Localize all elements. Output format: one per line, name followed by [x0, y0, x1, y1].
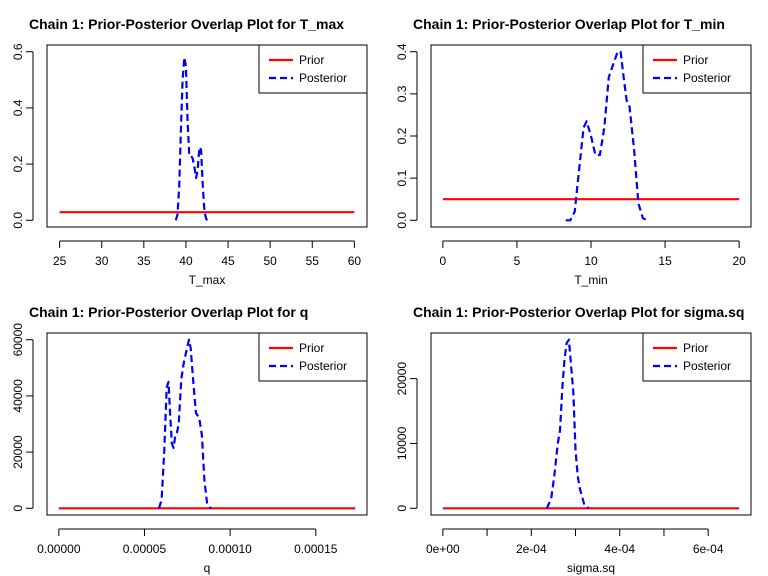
panel-title: Chain 1: Prior-Posterior Overlap Plot fo…: [413, 304, 744, 320]
y-tick-label: 0.4: [395, 43, 409, 60]
y-tick-label: 0.0: [395, 212, 409, 229]
x-tick-label: 45: [221, 254, 235, 268]
panel-4: Chain 1: Prior-Posterior Overlap Plot fo…: [395, 304, 752, 575]
x-tick-label: 10: [584, 254, 598, 268]
legend-box: [642, 44, 752, 94]
x-tick-label: 15: [658, 254, 672, 268]
y-tick-label: 60000: [11, 323, 25, 357]
y-tick-label: 0.6: [11, 43, 25, 60]
x-axis-label: T_min: [574, 273, 607, 287]
panel-2: Chain 1: Prior-Posterior Overlap Plot fo…: [395, 16, 752, 287]
y-tick-label: 10000: [395, 426, 409, 460]
x-tick-label: 60: [348, 254, 362, 268]
x-tick-label: 0.00005: [123, 542, 167, 556]
legend-box: [258, 332, 368, 382]
y-tick-label: 0: [395, 505, 409, 512]
legend-label-posterior: Posterior: [683, 71, 731, 85]
x-tick-label: 30: [95, 254, 109, 268]
x-tick-label: 35: [137, 254, 151, 268]
panel-title: Chain 1: Prior-Posterior Overlap Plot fo…: [29, 16, 344, 32]
x-tick-label: 5: [514, 254, 521, 268]
x-tick-label: 2e-04: [516, 542, 547, 556]
legend-label-posterior: Posterior: [299, 71, 347, 85]
panel-3: Chain 1: Prior-Posterior Overlap Plot fo…: [11, 304, 368, 575]
y-tick-label: 0.2: [395, 127, 409, 144]
x-tick-label: 50: [263, 254, 277, 268]
legend-label-prior: Prior: [299, 53, 324, 67]
x-axis-label: q: [204, 561, 211, 575]
legend-label-prior: Prior: [299, 341, 324, 355]
series-line-posterior: [174, 56, 209, 222]
x-tick-label: 6e-04: [693, 542, 724, 556]
y-tick-label: 0.0: [11, 212, 25, 229]
plot-frame: [430, 44, 752, 228]
plot-frame: [46, 44, 368, 228]
x-tick-label: 0e+00: [426, 542, 460, 556]
legend-label-posterior: Posterior: [299, 359, 347, 373]
x-tick-label: 40: [179, 254, 193, 268]
y-tick-label: 0.4: [11, 99, 25, 116]
plot-frame: [46, 332, 368, 516]
legend-box: [258, 44, 368, 94]
legend: Prior Posterior: [642, 44, 752, 94]
series-line-posterior: [157, 338, 212, 510]
x-tick-label: 55: [306, 254, 320, 268]
legend: Prior Posterior: [642, 332, 752, 382]
y-tick-label: 0.1: [395, 169, 409, 186]
x-tick-label: 0.00010: [208, 542, 252, 556]
x-tick-label: 0.00000: [37, 542, 81, 556]
legend-label-prior: Prior: [683, 341, 708, 355]
legend-label-prior: Prior: [683, 53, 708, 67]
legend: Prior Posterior: [258, 332, 368, 382]
y-tick-label: 20000: [11, 435, 25, 469]
x-tick-label: 0.00015: [294, 542, 338, 556]
legend: Prior Posterior: [258, 44, 368, 94]
plot-frame: [430, 332, 752, 516]
y-tick-label: 20000: [395, 362, 409, 396]
legend-box: [642, 332, 752, 382]
x-axis-label: sigma.sq: [567, 561, 615, 575]
x-tick-label: 20: [732, 254, 746, 268]
x-tick-label: 4e-04: [604, 542, 635, 556]
y-tick-label: 0.2: [11, 155, 25, 172]
y-tick-label: 0.3: [395, 85, 409, 102]
series-line-posterior: [565, 50, 648, 222]
x-axis-label: T_max: [189, 273, 226, 287]
series-line-posterior: [545, 338, 590, 510]
x-tick-label: 0: [440, 254, 447, 268]
legend-label-posterior: Posterior: [683, 359, 731, 373]
y-tick-label: 40000: [11, 379, 25, 413]
panel-title: Chain 1: Prior-Posterior Overlap Plot fo…: [29, 304, 308, 320]
panel-1: Chain 1: Prior-Posterior Overlap Plot fo…: [11, 16, 368, 287]
panel-title: Chain 1: Prior-Posterior Overlap Plot fo…: [413, 16, 725, 32]
y-tick-label: 0: [11, 505, 25, 512]
x-tick-label: 25: [53, 254, 67, 268]
